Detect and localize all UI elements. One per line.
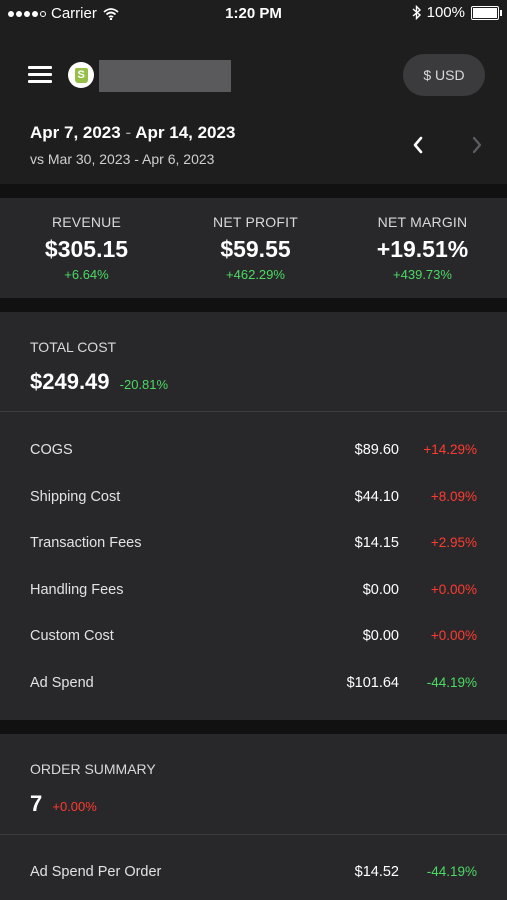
row-value: $0.00 — [362, 628, 399, 644]
total-cost-card: TOTAL COST $249.49 -20.81% COGS $89.60 +… — [0, 312, 507, 720]
row-label: Ad Spend Per Order — [30, 864, 162, 880]
kpi-label: REVENUE — [51, 214, 122, 230]
row-change: -44.19% — [426, 864, 477, 879]
kpi-change: +439.73% — [393, 267, 452, 282]
row-change: +2.95% — [430, 535, 477, 550]
total-cost-value: $249.49 — [30, 369, 110, 394]
kpi-revenue[interactable]: REVENUE $305.15 +6.64% — [2, 214, 171, 282]
carrier-name: Carrier — [51, 5, 97, 22]
cost-row-cogs[interactable]: COGS $89.60 +14.29% — [0, 440, 507, 464]
kpi-net-profit[interactable]: NET PROFIT $59.55 +462.29% — [171, 214, 340, 282]
status-bar: Carrier 1:20 PM 100% — [0, 0, 507, 28]
total-cost-value-line: $249.49 -20.81% — [30, 369, 168, 395]
chevron-left-icon[interactable] — [411, 135, 425, 155]
divider — [0, 834, 507, 835]
row-value: $89.60 — [354, 442, 399, 458]
date-range-main: Apr 7, 2023 - Apr 14, 2023 — [30, 123, 235, 143]
order-summary-card: ORDER SUMMARY 7 +0.00% Ad Spend Per Orde… — [0, 734, 507, 900]
kpi-label: NET MARGIN — [377, 214, 468, 230]
cost-row-custom-cost[interactable]: Custom Cost $0.00 +0.00% — [0, 626, 507, 650]
row-value: $101.64 — [346, 675, 399, 691]
status-time: 1:20 PM — [225, 5, 282, 22]
row-label: Custom Cost — [30, 628, 114, 644]
row-change: +8.09% — [430, 489, 477, 504]
battery-icon — [471, 5, 502, 20]
section-separator — [0, 298, 507, 312]
chevron-right-icon[interactable] — [470, 135, 484, 155]
signal-strength-icon — [8, 10, 46, 17]
section-separator — [0, 184, 507, 198]
status-right: 100% — [412, 4, 502, 21]
row-label: Transaction Fees — [30, 535, 142, 551]
kpi-value: $305.15 — [44, 236, 129, 262]
row-label: Handling Fees — [30, 582, 124, 598]
cost-row-handling-fees[interactable]: Handling Fees $0.00 +0.00% — [0, 580, 507, 604]
divider — [0, 411, 507, 412]
total-cost-change: -20.81% — [119, 377, 169, 392]
kpi-card: REVENUE $305.15 +6.64% NET PROFIT $59.55… — [0, 198, 507, 298]
store-name-redacted — [99, 60, 231, 92]
battery-percent: 100% — [426, 4, 465, 21]
cost-row-transaction-fees[interactable]: Transaction Fees $14.15 +2.95% — [0, 533, 507, 557]
order-summary-label: ORDER SUMMARY — [30, 761, 156, 777]
order-row-ad-spend-per-order[interactable]: Ad Spend Per Order $14.52 -44.19% — [0, 862, 507, 886]
total-cost-label: TOTAL COST — [30, 339, 117, 355]
row-value: $14.15 — [354, 535, 399, 551]
cost-row-shipping[interactable]: Shipping Cost $44.10 +8.09% — [0, 487, 507, 511]
kpi-change: +6.64% — [64, 267, 109, 282]
kpi-label: NET PROFIT — [213, 214, 298, 230]
kpi-value: $59.55 — [220, 236, 291, 262]
date-separator: - — [125, 123, 132, 142]
top-bar: $ USD — [0, 50, 507, 102]
row-change: -44.19% — [426, 675, 477, 690]
date-range[interactable]: Apr 7, 2023 - Apr 14, 2023 vs Mar 30, 20… — [30, 123, 235, 167]
section-separator — [0, 720, 507, 734]
cost-row-ad-spend[interactable]: Ad Spend $101.64 -44.19% — [0, 673, 507, 697]
date-start: Apr 7, 2023 — [30, 123, 121, 142]
wifi-icon — [103, 7, 119, 20]
carrier-info: Carrier — [8, 5, 119, 22]
row-label: Shipping Cost — [30, 489, 121, 505]
date-end: Apr 14, 2023 — [135, 123, 236, 142]
kpi-value: +19.51% — [376, 236, 469, 262]
order-summary-value-line: 7 +0.00% — [30, 791, 97, 817]
row-change: +14.29% — [423, 442, 477, 457]
shopify-logo-icon — [68, 62, 94, 88]
row-change: +0.00% — [430, 628, 477, 643]
row-value: $0.00 — [362, 582, 399, 598]
row-label: Ad Spend — [30, 675, 94, 691]
kpi-net-margin[interactable]: NET MARGIN +19.51% +439.73% — [338, 214, 507, 282]
order-count-change: +0.00% — [52, 799, 97, 814]
row-change: +0.00% — [430, 582, 477, 597]
hamburger-menu-icon[interactable] — [28, 66, 52, 84]
kpi-change: +462.29% — [226, 267, 285, 282]
currency-button[interactable]: $ USD — [403, 54, 485, 96]
row-value: $44.10 — [354, 489, 399, 505]
order-count: 7 — [30, 791, 43, 816]
bluetooth-icon — [412, 5, 421, 20]
date-compare: vs Mar 30, 2023 - Apr 6, 2023 — [30, 151, 215, 167]
row-label: COGS — [30, 442, 73, 458]
row-value: $14.52 — [354, 864, 399, 880]
